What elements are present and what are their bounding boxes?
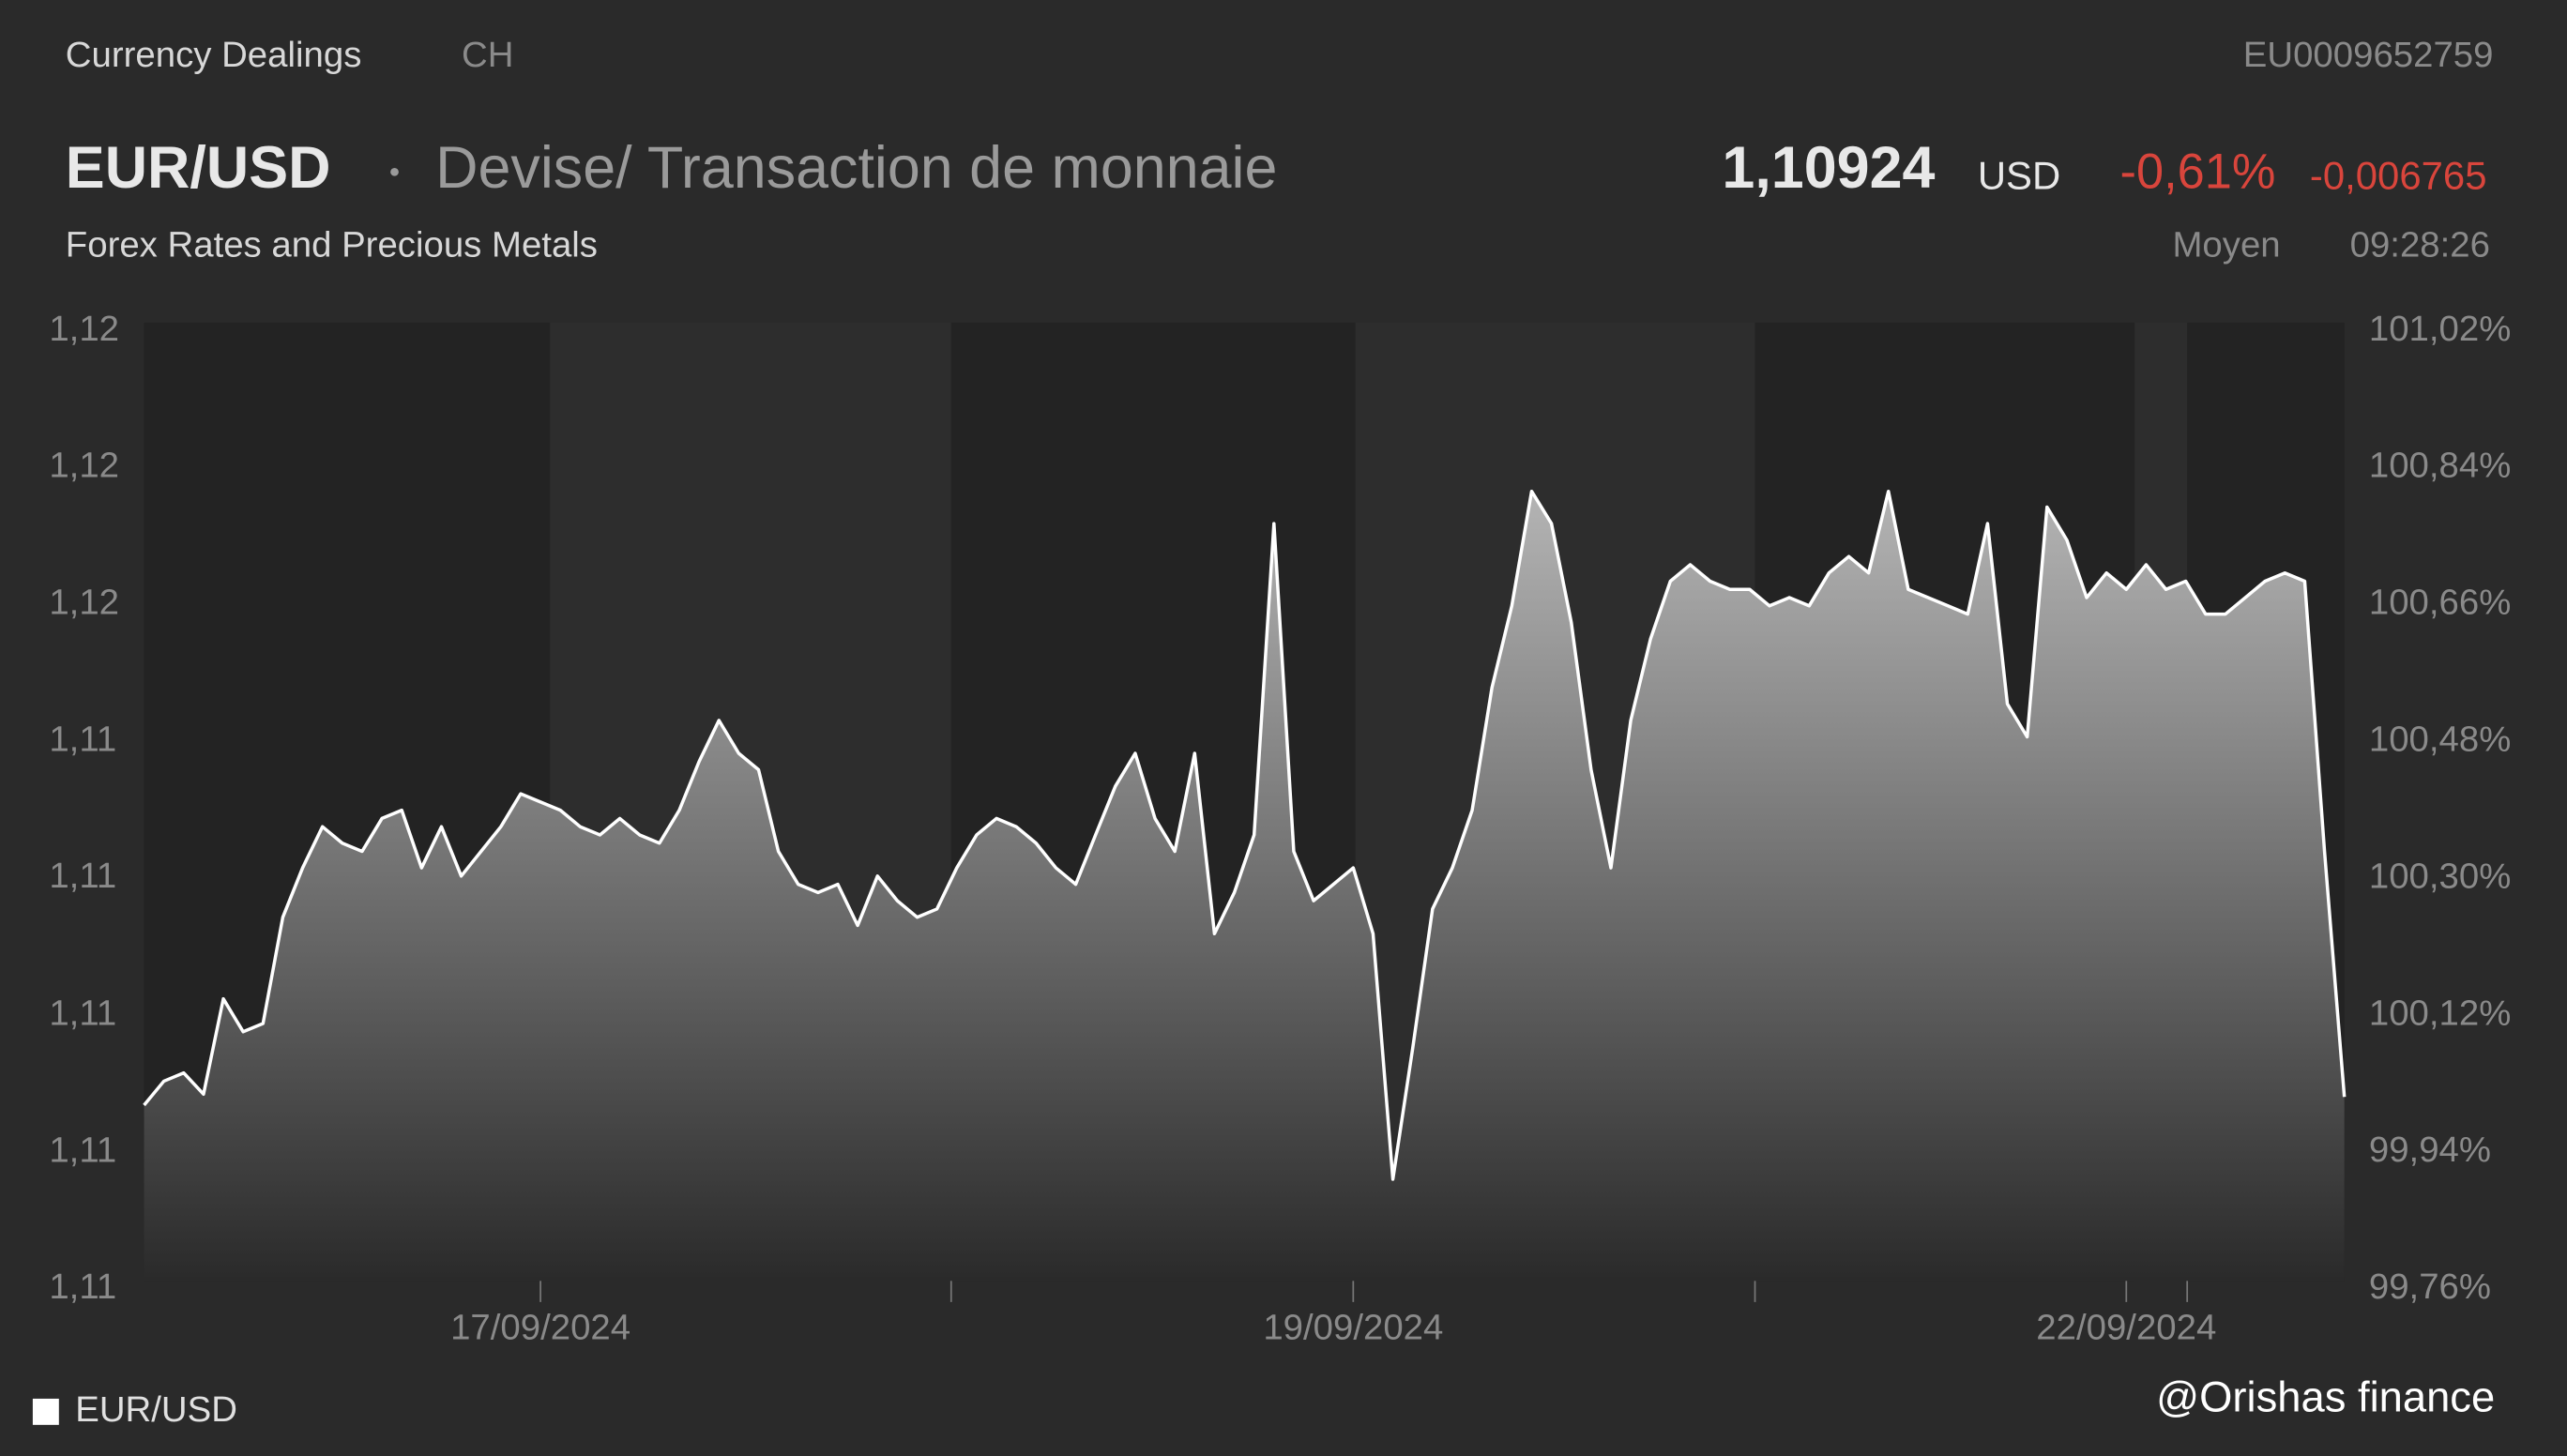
price: 1,10924 — [1722, 135, 1935, 201]
y-tick-label: 1,11 — [49, 1130, 116, 1171]
description: Devise/ Transaction de monnaie — [435, 135, 1277, 201]
x-tick-label: 19/09/2024 — [1263, 1308, 1443, 1348]
x-tick-label: 17/09/2024 — [450, 1308, 630, 1348]
y-tick-label: 1,12 — [49, 445, 119, 485]
time: 09:28:26 — [2350, 225, 2490, 265]
y2-tick-label: 100,66% — [2369, 583, 2511, 623]
change-pct: -0,61% — [2120, 145, 2276, 200]
isin: EU0009652759 — [2243, 35, 2494, 75]
source: Currency Dealings — [66, 35, 362, 75]
y2-tick-label: 100,84% — [2369, 446, 2511, 486]
separator — [390, 167, 399, 176]
y2-tick-label: 100,12% — [2369, 993, 2511, 1033]
y2-tick-label: 100,30% — [2369, 856, 2511, 896]
line — [143, 489, 2347, 1181]
y2-tick-label: 99,76% — [2369, 1266, 2491, 1307]
currency: USD — [1978, 153, 2060, 197]
y-tick-label: 1,12 — [49, 582, 119, 622]
y-tick-label: 1,11 — [49, 993, 116, 1033]
legend-label: EUR/USD — [75, 1389, 237, 1430]
subtitle: Forex Rates and Precious Metals — [66, 225, 598, 265]
y2-tick-label: 99,94% — [2369, 1130, 2491, 1170]
y2-tick-label: 100,48% — [2369, 719, 2511, 759]
price-type: Moyen — [2172, 225, 2280, 265]
y2-tick-label: 101,02% — [2369, 309, 2511, 349]
x-tick-label: 22/09/2024 — [2036, 1308, 2216, 1348]
y-tick-label: 1,11 — [49, 720, 116, 760]
legend-swatch — [32, 1398, 59, 1425]
y-tick-label: 1,11 — [49, 856, 116, 896]
watermark: @Orishas finance — [2156, 1373, 2495, 1421]
area — [144, 491, 2345, 1282]
y-tick-label: 1,11 — [49, 1266, 116, 1307]
y-tick-label: 1,12 — [49, 309, 119, 349]
symbol: EUR/USD — [66, 135, 331, 201]
change-abs: -0,006765 — [2310, 153, 2487, 197]
market: CH — [462, 35, 513, 75]
